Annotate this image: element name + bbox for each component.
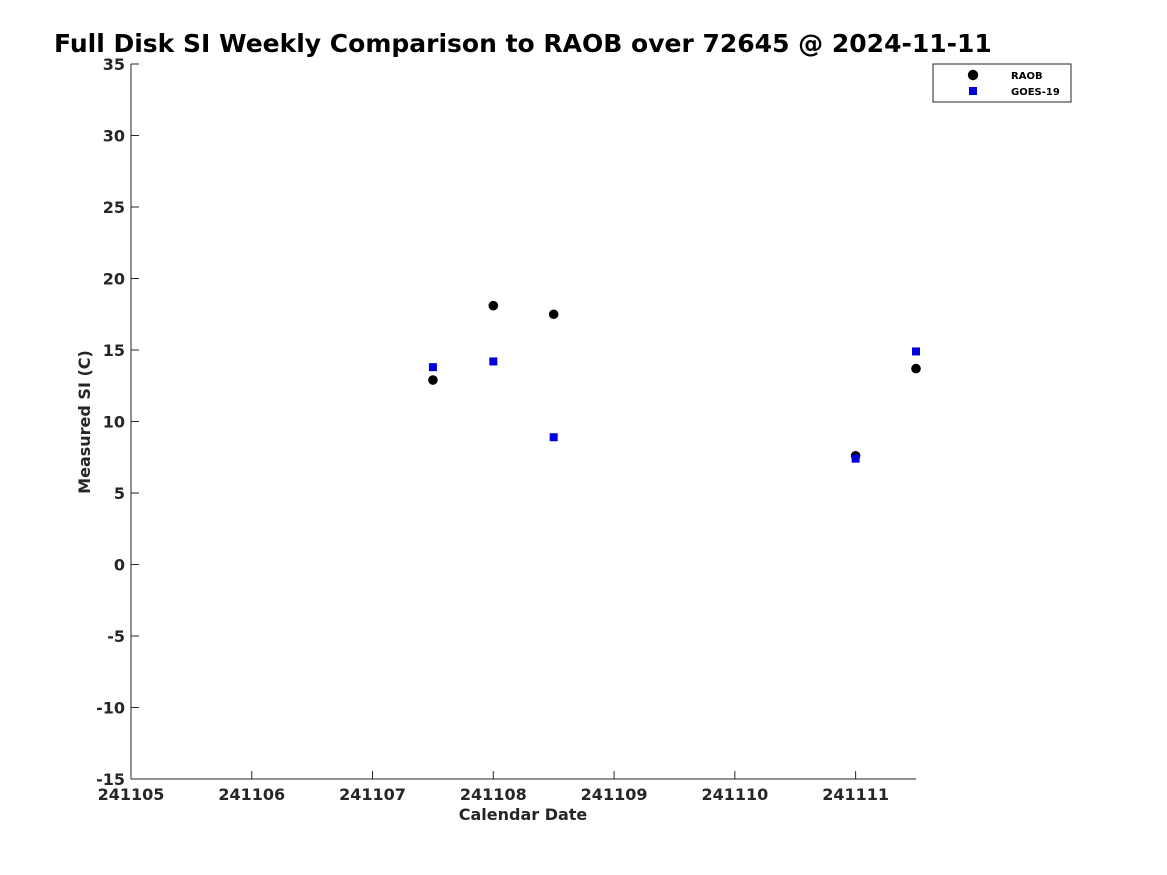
y-tick-label: 0 [114,556,125,575]
x-tick-label: 241111 [822,785,889,804]
data-point [912,347,920,356]
y-tick-label: -5 [107,627,125,646]
legend-label: RAOB [1011,71,1043,82]
y-tick-label: 10 [103,413,125,432]
x-axis: 241105 241106 241107 241108 241109 241110 2411… [98,771,916,804]
data-point [428,375,438,385]
x-tick-label: 241105 [98,785,165,804]
data-point [488,300,499,311]
y-axis-label: Measured SI (C) [75,350,94,494]
chart-title: Full Disk SI Weekly Comparison to RAOB o… [54,29,992,58]
data-point [911,363,921,374]
y-tick-label: 15 [103,341,125,360]
y-tick-label: 35 [103,55,125,74]
y-tick-label: 25 [103,198,125,217]
legend-label: GOES-19 [1011,87,1060,98]
x-tick-label: 241110 [701,785,768,804]
series-goes-19 [428,347,920,463]
data-point [549,433,558,442]
y-tick-label: 5 [114,484,125,503]
legend: RAOB GOES-19 [932,63,1072,103]
legend-marker [969,87,977,95]
legend-box [932,63,1072,103]
x-tick-label: 241107 [339,785,406,804]
data-points [428,300,921,463]
data-point [428,363,437,372]
series-raob [428,300,921,461]
data-point [548,309,559,320]
y-tick-label: 30 [103,127,125,146]
x-tick-label: 241109 [581,785,648,804]
data-point [851,454,860,463]
x-axis-label: Calendar Date [459,805,588,824]
y-tick-label: 20 [103,270,125,289]
x-tick-label: 241108 [460,785,527,804]
y-tick-label: -10 [96,699,125,718]
x-tick-label: 241106 [218,785,285,804]
data-point [489,357,498,366]
y-tick-label: -15 [96,770,125,789]
y-axis: -15 -10 -5 0 5 10 15 20 25 30 35 [96,55,139,789]
legend-marker [967,69,979,81]
